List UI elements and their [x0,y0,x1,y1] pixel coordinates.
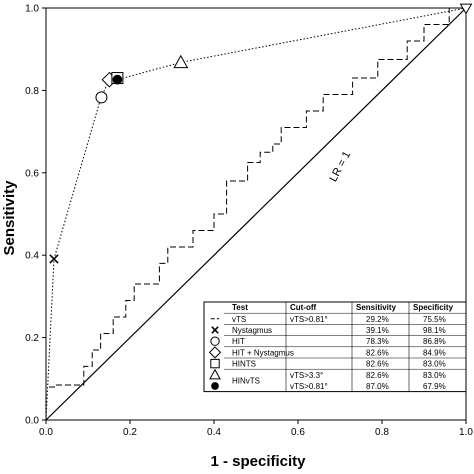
dot-marker [211,382,219,390]
x-tick-label: 0.4 [207,427,221,438]
legend-test-label: HINTS [232,360,256,369]
legend-specificity: 83.0% [423,360,446,369]
series-line-combined [45,7,467,421]
y-tick-label: 0.2 [25,333,39,344]
square-marker [210,358,220,369]
x-mark-marker [211,326,219,334]
triangle-marker [209,368,221,380]
circle-marker [95,91,108,104]
x-tick-label: 0.2 [123,427,137,438]
legend-specificity: 83.0% [423,371,446,380]
y-tick-label: 1.0 [25,4,39,15]
triangle-marker [173,54,189,69]
legend-cutoff: vTS>0.81° [290,315,328,324]
legend-test-label: HINvTS [232,376,260,385]
x-tick-label: 0.8 [375,427,389,438]
legend-cutoff: vTS>3.3° [290,371,323,380]
x-mark-marker [49,254,59,264]
dot-marker [112,74,123,85]
legend-test-label: HIT [232,337,245,346]
legend-sensitivity: 82.6% [366,371,389,380]
legend-test-label: vTS [232,315,246,324]
diamond-marker [208,346,222,359]
y-tick-label: 0.4 [25,251,39,262]
legend-specificity: 98.1% [423,326,446,335]
x-tick-label: 0.6 [291,427,305,438]
x-axis-label: 1 - specificity [210,453,306,470]
legend-sensitivity: 29.2% [366,315,389,324]
legend-sensitivity: 78.3% [366,337,389,346]
triangle-down-marker [459,3,473,15]
legend-cutoff: vTS>0.81° [290,382,328,391]
series-line-vts [45,7,466,420]
y-tick-label: 0.8 [25,86,39,97]
reference-line-label: LR = 1 [327,149,353,184]
legend-test-label: HIT + Nystagmus [232,348,294,357]
legend-sensitivity: 39.1% [366,326,389,335]
legend-specificity: 75.5% [423,315,446,324]
legend-test-label: Nystagmus [232,326,272,335]
y-tick-label: 0.0 [25,416,39,427]
legend-specificity: 67.9% [423,382,446,391]
circle-marker [210,336,220,346]
legend-specificity: 86.8% [423,337,446,346]
y-axis-label: Sensitivity [1,180,18,256]
legend-sensitivity: 87.0% [366,382,389,391]
x-tick-label: 1.0 [459,427,473,438]
legend-specificity: 84.9% [423,348,446,357]
legend-header: Sensitivity [356,303,397,312]
legend-header: Cut-off [290,303,317,312]
y-tick-label: 0.6 [25,168,39,179]
legend-header: Test [232,303,248,312]
plot-frame [45,7,467,421]
legend-sensitivity: 82.6% [366,348,389,357]
legend-sensitivity: 82.6% [366,360,389,369]
x-tick-label: 0.0 [39,427,53,438]
reference-line [45,7,467,421]
legend-header: Specificity [413,303,454,312]
